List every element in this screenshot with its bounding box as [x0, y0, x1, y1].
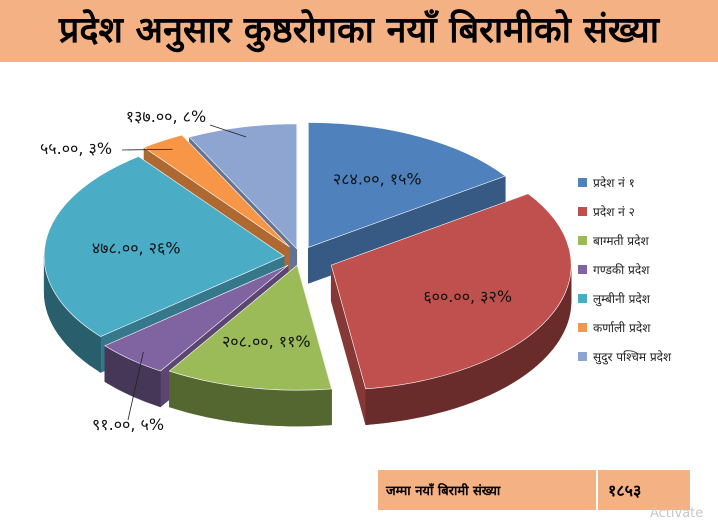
leader-line-4 [127, 351, 144, 421]
legend-item-1: प्रदेश नं १ [578, 168, 671, 197]
pie-slice-6-top [143, 134, 290, 248]
legend-label: प्रदेश नं २ [593, 205, 635, 219]
data-label-5: ४७८.००, २६% [92, 238, 181, 257]
leader-lines [121, 124, 247, 421]
legend-swatch [578, 323, 587, 332]
legend-swatch [578, 236, 587, 245]
data-label-2: ६००.००, ३२% [423, 287, 512, 306]
data-label-3: २०८.००, ११% [222, 332, 311, 351]
data-label-7: १३७.००, ८% [126, 107, 206, 126]
pie-slice-3-top [168, 264, 332, 391]
legend: प्रदेश नं १ प्रदेश नं २ बाग्मती प्रदेश गण्ड… [578, 168, 671, 371]
pie-chart: २८४.००, १५% ६००.००, ३२% २०८.००, ११% ९१.००, … [40, 107, 572, 434]
data-label-6: ५५.००, ३% [40, 139, 112, 158]
activate-watermark: Activate [650, 506, 704, 521]
legend-item-4: गण्डकी प्रदेश [578, 255, 671, 284]
pie-slice-7-top [188, 123, 298, 250]
legend-item-2: प्रदेश नं २ [578, 197, 671, 226]
legend-item-6: कर्णाली प्रदेश [578, 313, 671, 342]
pie-slice-4-top [104, 264, 289, 372]
total-label: जम्मा नयाँ बिरामी संख्या [378, 470, 596, 510]
legend-label: लुम्बीनी प्रदेश [593, 292, 650, 306]
pie-slices [43, 122, 572, 427]
pie-slice-2 [330, 193, 572, 426]
legend-item-5: लुम्बीनी प्रदेश [578, 284, 671, 313]
legend-swatch [578, 294, 587, 303]
pie-slice-2-top [330, 193, 572, 390]
legend-item-3: बाग्मती प्रदेश [578, 226, 671, 255]
title-bar: प्रदेश अनुसार कुष्ठरोगका नयाँ बिरामीको स… [0, 0, 718, 62]
page-title: प्रदेश अनुसार कुष्ठरोगका नयाँ बिरामीको स… [58, 10, 660, 51]
total-box: जम्मा नयाँ बिरामी संख्या १८५३ [378, 470, 690, 510]
legend-swatch [578, 178, 587, 187]
legend-swatch [578, 207, 587, 216]
legend-swatch [578, 265, 587, 274]
total-value: १८५३ [598, 470, 690, 510]
leader-line-7 [209, 124, 247, 138]
legend-label: कर्णाली प्रदेश [593, 321, 651, 335]
legend-label: बाग्मती प्रदेश [593, 234, 649, 248]
pie-slice-3 [168, 264, 332, 427]
data-labels: २८४.००, १५% ६००.००, ३२% २०८.००, ११% ९१.००, … [40, 107, 512, 434]
pie-slice-1-top [308, 122, 506, 248]
legend-swatch [578, 352, 587, 361]
legend-label: प्रदेश नं १ [593, 176, 635, 190]
leader-line-6 [121, 148, 173, 151]
legend-label: गण्डकी प्रदेश [593, 263, 650, 277]
total-separator [596, 470, 598, 510]
data-label-4: ९१.००, ५% [92, 415, 164, 434]
pie-slice-5-top [43, 156, 285, 337]
legend-item-7: सुदुर पश्चिम प्रदेश [578, 342, 671, 371]
data-label-1: २८४.००, १५% [333, 170, 422, 189]
legend-label: सुदुर पश्चिम प्रदेश [593, 350, 672, 364]
